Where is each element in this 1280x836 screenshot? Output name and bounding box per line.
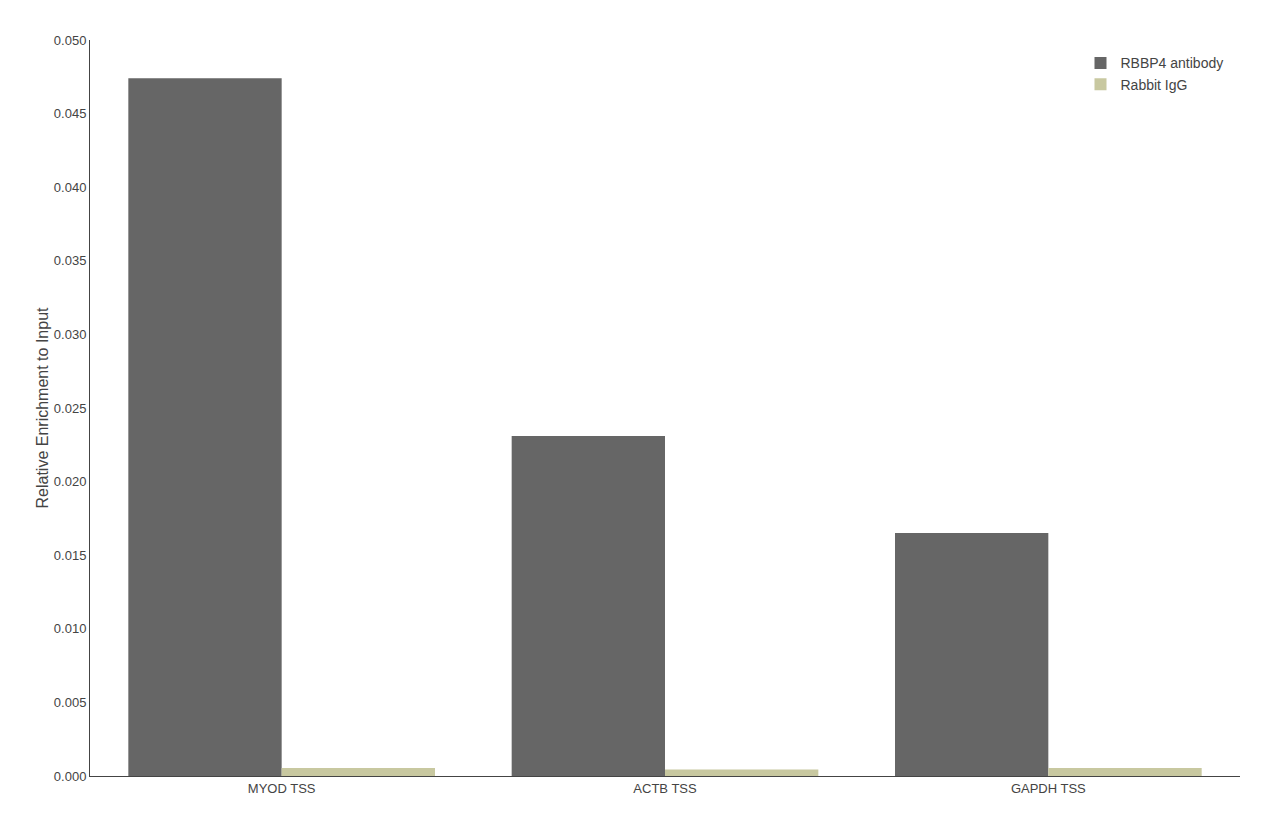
svg-text:0.000: 0.000 [54, 769, 87, 784]
svg-text:0.040: 0.040 [54, 180, 87, 195]
svg-text:0.025: 0.025 [54, 401, 87, 416]
svg-text:Rabbit IgG: Rabbit IgG [1121, 77, 1188, 93]
svg-text:RBBP4 antibody: RBBP4 antibody [1121, 55, 1224, 71]
svg-text:0.020: 0.020 [54, 474, 87, 489]
svg-text:0.050: 0.050 [54, 33, 87, 48]
svg-text:0.010: 0.010 [54, 621, 87, 636]
svg-text:0.005: 0.005 [54, 695, 87, 710]
svg-text:0.035: 0.035 [54, 253, 87, 268]
svg-text:Relative Enrichment to Input: Relative Enrichment to Input [34, 307, 51, 509]
svg-text:MYOD TSS: MYOD TSS [248, 781, 316, 796]
svg-text:GAPDH TSS: GAPDH TSS [1011, 781, 1086, 796]
svg-text:0.030: 0.030 [54, 327, 87, 342]
svg-text:0.045: 0.045 [54, 106, 87, 121]
svg-text:ACTB TSS: ACTB TSS [633, 781, 697, 796]
svg-text:0.015: 0.015 [54, 548, 87, 563]
